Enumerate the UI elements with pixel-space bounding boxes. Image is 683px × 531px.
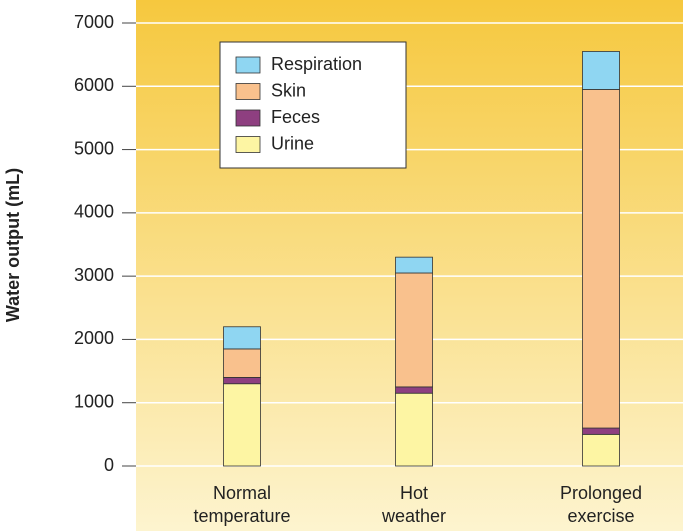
legend-swatch [235,56,261,74]
legend-label: Skin [271,80,306,100]
bar-segment [395,392,433,467]
legend-label: Respiration [271,54,362,74]
y-axis-label: Water output (mL) [3,168,23,322]
legend-label: Urine [271,133,314,153]
y-tick-label: 0 [104,455,114,475]
bar-segment [223,326,261,350]
y-tick-label: 3000 [74,265,114,285]
x-tick-label: Normal temperature [193,483,291,526]
x-tick-label: Prolonged exercise [559,483,643,526]
bar-segment [582,433,620,467]
y-tick-label: 4000 [74,202,114,222]
legend-swatch [235,83,261,100]
y-tick-label: 5000 [74,138,114,158]
legend-label: Feces [271,107,320,127]
x-tick-label: Hot weather [381,483,447,526]
bar-segment [223,383,261,467]
bar-segment [582,427,620,435]
legend-swatch [235,136,261,153]
bar-segment [395,256,433,274]
y-tick-label: 6000 [74,75,114,95]
bar-segment [223,348,261,378]
bar-segment [395,386,433,394]
legend-swatch [235,109,261,127]
legend: Urine Feces Skin Respiration [219,41,407,169]
bar-segment [582,51,620,90]
bar-segment [395,272,433,388]
y-tick-label: 2000 [74,328,114,348]
y-tick-label: 1000 [74,391,114,411]
y-tick-label: 7000 [74,12,114,32]
bar-segment [223,376,261,385]
bar-segment [582,89,620,429]
